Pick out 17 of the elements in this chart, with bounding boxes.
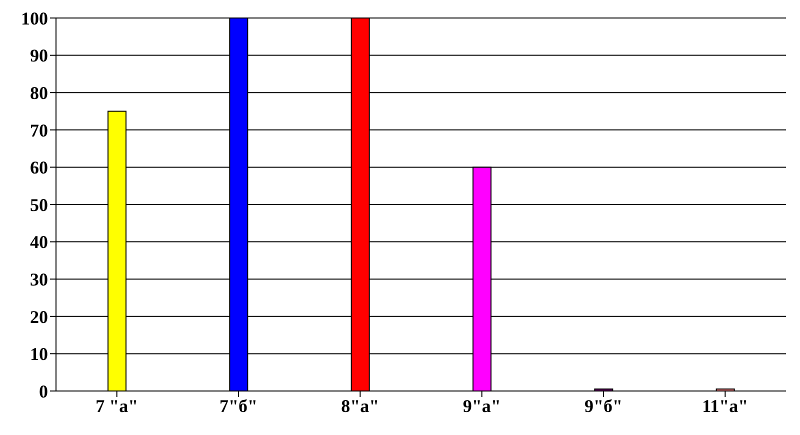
y-tick-label: 90: [30, 46, 48, 66]
y-tick-label: 80: [30, 82, 48, 103]
x-tick-label: 11"а": [702, 396, 748, 416]
x-tick-label: 9"а": [462, 396, 501, 416]
x-tick-label: 7"б": [220, 396, 258, 416]
y-tick-label: 10: [30, 344, 48, 364]
x-tick-label: 7 "а": [96, 396, 138, 416]
y-tick-label: 50: [30, 194, 48, 215]
y-tick-label: 20: [30, 306, 48, 327]
y-tick-label: 30: [30, 269, 48, 290]
x-tick-label: 8"а": [341, 396, 380, 416]
y-tick-label: 40: [30, 232, 48, 252]
y-tick-label: 100: [21, 8, 48, 28]
y-tick-label: 70: [30, 120, 48, 140]
x-tick-label: 9"б": [584, 396, 622, 416]
y-tick-label: 0: [39, 381, 48, 402]
y-tick-label: 60: [30, 158, 48, 178]
